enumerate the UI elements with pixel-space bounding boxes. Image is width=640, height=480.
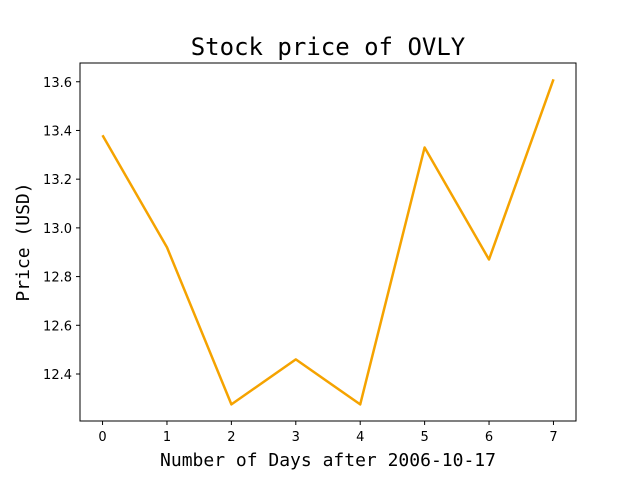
- y-tick-label: 12.8: [43, 271, 72, 286]
- y-tick-label: 12.4: [43, 368, 72, 383]
- x-tick-label: 6: [485, 430, 493, 445]
- x-tick-label: 1: [163, 430, 171, 445]
- y-tick-label: 13.6: [43, 76, 72, 91]
- y-axis-label: Price (USD): [13, 182, 34, 301]
- y-tick-label: 13.2: [43, 173, 72, 188]
- x-tick-label: 5: [420, 430, 428, 445]
- y-tick-label: 12.6: [43, 319, 72, 334]
- x-tick-label: 7: [549, 430, 557, 445]
- x-axis-label: Number of Days after 2006-10-17: [160, 450, 496, 471]
- plot-area: [79, 62, 577, 422]
- x-tick-label: 2: [227, 430, 235, 445]
- x-tick-label: 4: [356, 430, 364, 445]
- price-series-line: [101, 78, 555, 406]
- chart-title: Stock price of OVLY: [191, 33, 466, 61]
- y-tick-label: 13.0: [43, 222, 72, 237]
- x-tick-label: 0: [98, 430, 106, 445]
- y-tick-label: 13.4: [43, 124, 72, 139]
- x-tick-label: 3: [292, 430, 300, 445]
